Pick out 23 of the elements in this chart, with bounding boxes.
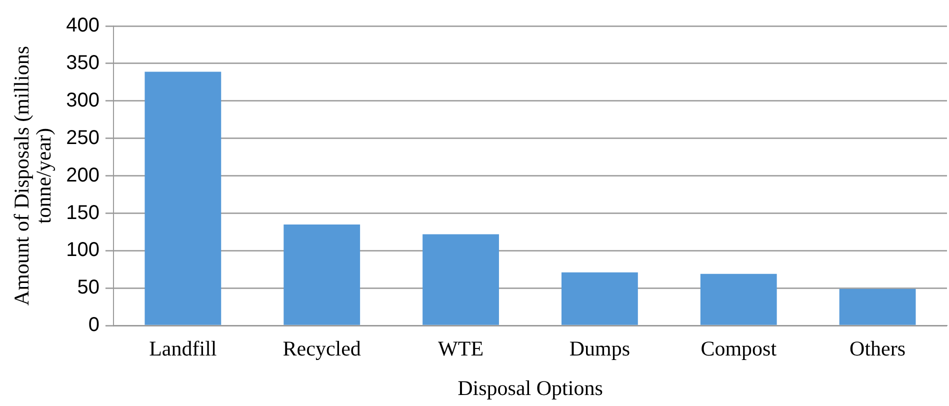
bar [144,72,222,325]
x-tick-label: Recycled [282,336,362,361]
y-tick-label: 200 [66,164,100,186]
bar [839,288,916,325]
x-tick-label: Others [850,336,906,361]
y-tick-label: 100 [66,239,100,262]
bar [561,272,638,325]
y-tick-label: 50 [77,276,100,299]
y-tick-label: 400 [66,14,100,37]
x-tick-label: WTE [438,336,484,361]
y-axis-title: Amount of Disposals (millions tonne/year) [10,46,56,306]
x-tick-label: Landfill [149,336,217,361]
bar [284,224,360,325]
y-tick-label: 250 [66,126,100,149]
y-tick-label: 0 [88,314,100,336]
x-tick-label: Dumps [569,336,630,361]
x-axis-title: Disposal Options [458,376,603,400]
bar [422,234,499,325]
y-tick-label: 300 [66,89,100,112]
y-tick-label: 150 [66,202,100,224]
x-tick-label: Compost [700,336,777,361]
y-tick-label: 350 [66,52,100,74]
bar [700,274,777,325]
